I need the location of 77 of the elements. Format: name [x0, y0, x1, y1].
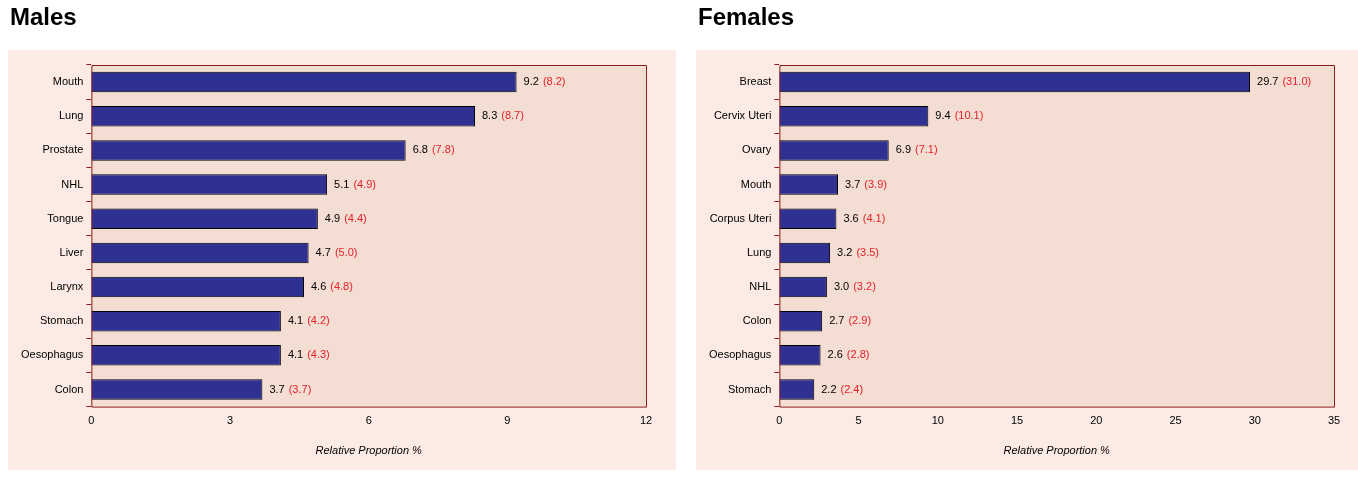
annotation: (3.5): [856, 245, 879, 258]
y-tick-label: Cervix Uteri: [713, 109, 772, 122]
data-label: 9.2: [523, 75, 539, 88]
x-tick-label: 0: [88, 414, 95, 427]
x-tick-label: 30: [1248, 414, 1261, 427]
data-label: 3.7: [269, 382, 285, 395]
annotation: (3.2): [853, 280, 876, 293]
x-tick-label: 0: [776, 414, 783, 427]
data-label: 3.2: [837, 245, 853, 258]
data-label: 3.7: [845, 177, 861, 190]
y-tick-label: Tongue: [47, 211, 84, 224]
y-tick-label: Lung: [58, 109, 84, 122]
data-label: 2.2: [821, 382, 837, 395]
annotation: (31.0): [1282, 75, 1312, 88]
y-tick-label: Oesophagus: [708, 348, 772, 361]
annotation: (4.2): [307, 314, 330, 327]
annotation: (8.2): [542, 75, 566, 88]
chart-title: Males: [9, 2, 78, 32]
annotation: (3.9): [864, 177, 887, 190]
annotation: (4.3): [307, 348, 330, 361]
annotation: (4.9): [353, 177, 377, 190]
y-tick-label: Prostate: [42, 143, 84, 156]
x-tick-label: 6: [365, 414, 372, 427]
annotation: (10.1): [954, 109, 984, 122]
y-tick-label: Mouth: [740, 177, 772, 190]
x-axis-title: Relative Proportion %: [315, 444, 423, 457]
annotation: (2.9): [848, 314, 872, 327]
data-label: 8.3: [481, 109, 498, 122]
x-tick-label: 5: [855, 414, 862, 427]
y-tick-label: Corpus Uteri: [709, 211, 772, 224]
data-label: 3.6: [843, 211, 859, 224]
y-tick-label: Oesophagus: [20, 348, 84, 361]
annotation: (4.4): [344, 211, 367, 224]
y-tick-label: Breast: [739, 75, 772, 88]
x-tick-label: 12: [639, 414, 653, 427]
x-tick-label: 3: [226, 414, 234, 427]
data-label: 4.1: [287, 314, 304, 327]
y-tick-label: NHL: [61, 177, 84, 190]
y-tick-label: Lung: [746, 245, 772, 258]
annotation: (3.7): [288, 382, 312, 395]
annotation: (2.4): [840, 382, 864, 395]
y-tick-label: Ovary: [742, 143, 772, 156]
x-axis-title: Relative Proportion %: [1003, 444, 1111, 457]
y-tick-label: Larynx: [50, 280, 84, 293]
data-label: 9.4: [935, 109, 951, 122]
chart-title: Females: [697, 2, 796, 32]
y-tick-label: Mouth: [52, 75, 84, 88]
data-label: 6.9: [895, 143, 912, 156]
annotation: (7.1): [915, 143, 938, 156]
data-label: 4.6: [310, 280, 327, 293]
x-tick-label: 10: [931, 414, 944, 427]
data-label: 6.8: [412, 143, 428, 156]
y-tick-label: Stomach: [727, 382, 772, 395]
annotation: (5.0): [334, 245, 358, 258]
annotation: (7.8): [431, 143, 455, 156]
y-tick-label: Liver: [59, 245, 84, 258]
data-label: 2.6: [827, 348, 843, 361]
data-label: 5.1: [334, 177, 350, 190]
x-tick-label: 15: [1010, 414, 1024, 427]
x-tick-label: 20: [1090, 414, 1103, 427]
x-tick-label: 25: [1169, 414, 1182, 427]
annotation: (4.1): [862, 211, 886, 224]
y-tick-label: Stomach: [39, 314, 84, 327]
data-label: 3.0: [833, 280, 850, 293]
annotation: (2.8): [846, 348, 870, 361]
annotation: (4.8): [330, 280, 353, 293]
data-label: 4.7: [315, 245, 331, 258]
data-label: 2.7: [829, 314, 845, 327]
data-label: 4.9: [324, 211, 341, 224]
y-tick-label: Colon: [742, 314, 772, 327]
annotation: (8.7): [501, 109, 524, 122]
data-label: 4.1: [287, 348, 304, 361]
data-label: 29.7: [1257, 75, 1279, 88]
y-tick-label: NHL: [749, 280, 772, 293]
x-tick-label: 35: [1327, 414, 1341, 427]
x-tick-label: 9: [504, 414, 511, 427]
y-tick-label: Colon: [54, 382, 84, 395]
